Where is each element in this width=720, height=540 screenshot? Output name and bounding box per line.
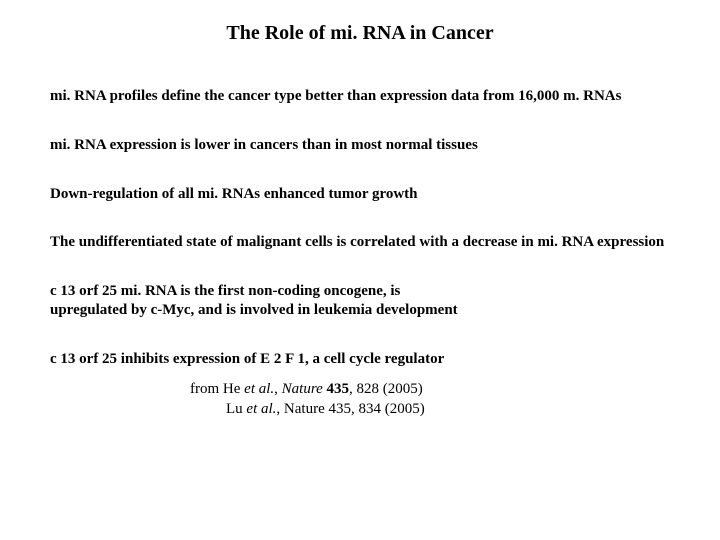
citation-1-pre: from He bbox=[190, 381, 244, 397]
bullet-5-line2: upregulated by c-Myc, and is involved in… bbox=[50, 302, 458, 318]
bullet-5: c 13 orf 25 mi. RNA is the first non-cod… bbox=[50, 282, 670, 320]
slide-page: The Role of mi. RNA in Cancer mi. RNA pr… bbox=[0, 0, 720, 540]
slide-title: The Role of mi. RNA in Cancer bbox=[50, 22, 670, 45]
bullet-2: mi. RNA expression is lower in cancers t… bbox=[50, 136, 670, 155]
bullet-1: mi. RNA profiles define the cancer type … bbox=[50, 87, 670, 106]
citation-1-rest: , 828 (2005) bbox=[349, 381, 423, 397]
citation-1-vol: 435 bbox=[323, 381, 349, 397]
citation-1-journal: Nature bbox=[282, 381, 323, 397]
citation-1-etal: et al. bbox=[244, 381, 274, 397]
citation-line-2: Lu et al., Nature 435, 834 (2005) bbox=[226, 400, 670, 420]
bullet-5-line1: c 13 orf 25 mi. RNA is the first non-cod… bbox=[50, 283, 400, 299]
bullet-4: The undifferentiated state of malignant … bbox=[50, 233, 670, 252]
bullet-6: c 13 orf 25 inhibits expression of E 2 F… bbox=[50, 350, 670, 369]
citation-block: from He et al., Nature 435, 828 (2005) L… bbox=[190, 380, 670, 419]
citation-line-1: from He et al., Nature 435, 828 (2005) bbox=[190, 380, 670, 400]
bullet-3: Down-regulation of all mi. RNAs enhanced… bbox=[50, 185, 670, 204]
citation-2-pre: Lu bbox=[226, 401, 246, 417]
citation-2-etal: et al. bbox=[246, 401, 276, 417]
citation-1-mid: , bbox=[274, 381, 282, 397]
citation-2-rest: , Nature 435, 834 (2005) bbox=[276, 401, 424, 417]
